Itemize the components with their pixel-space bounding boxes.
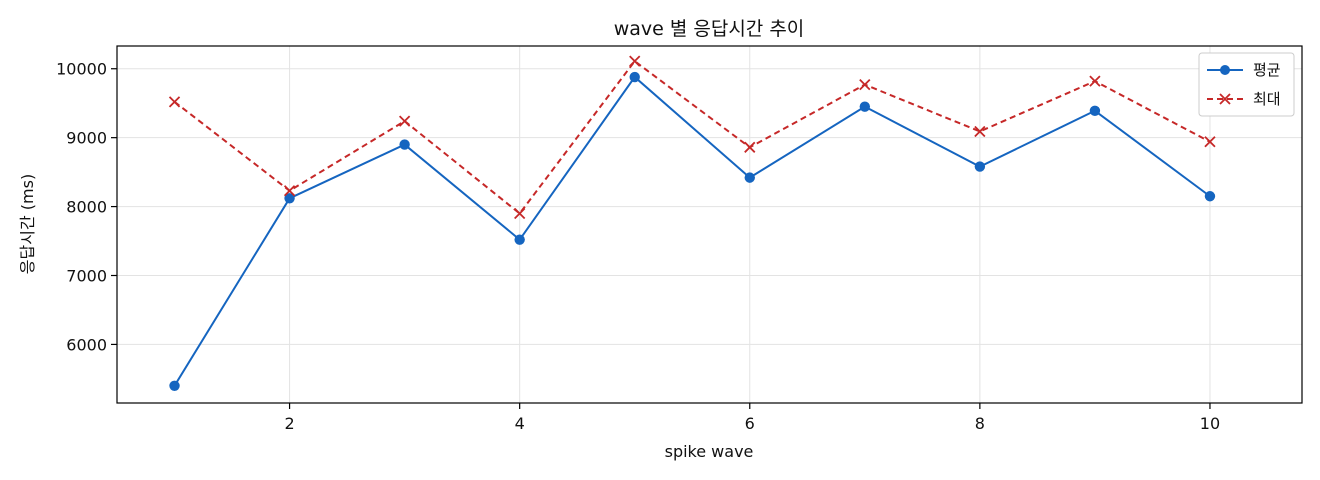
y-tick-label: 8000 xyxy=(66,198,107,217)
data-point-mean xyxy=(629,71,640,83)
data-point-mean xyxy=(1089,105,1101,116)
grid-layer xyxy=(117,46,1302,403)
data-point-max xyxy=(1204,136,1216,148)
y-tick-label: 6000 xyxy=(66,335,107,354)
ticks-layer: 2 4 6 8 10 6000 7000 8000 9000 10000 xyxy=(56,60,1220,433)
data-point-max xyxy=(859,78,871,91)
legend-label-max: 최대 xyxy=(1253,90,1281,108)
chart-title: wave 별 응답시간 추이 xyxy=(614,18,805,40)
data-point-mean xyxy=(859,101,871,112)
legend-label-mean: 평균 xyxy=(1253,61,1281,79)
x-tick-label: 2 xyxy=(284,414,294,433)
data-point-mean xyxy=(744,172,755,183)
data-point-max xyxy=(514,207,526,220)
data-point-max xyxy=(629,55,641,67)
data-point-mean xyxy=(974,161,986,172)
x-tick-label: 8 xyxy=(975,414,985,433)
legend: 평균 최대 xyxy=(1198,52,1295,117)
data-point-mean xyxy=(514,234,525,245)
y-tick-label: 10000 xyxy=(56,60,107,79)
data-point-max xyxy=(168,96,181,108)
data-point-max xyxy=(1089,75,1101,87)
data-point-mean xyxy=(169,380,180,391)
y-axis-label: 응답시간 (ms) xyxy=(18,174,37,274)
series-layer xyxy=(168,55,1216,391)
data-point-mean xyxy=(1204,191,1216,202)
series-line-max xyxy=(173,59,1211,215)
data-point-mean xyxy=(284,193,295,204)
plot-frame xyxy=(116,45,1303,404)
series-line-mean xyxy=(173,75,1211,387)
data-point-mean xyxy=(399,139,410,150)
y-tick-label: 9000 xyxy=(66,129,107,148)
data-point-max xyxy=(398,115,411,127)
data-point-max xyxy=(744,141,756,153)
data-point-max xyxy=(974,125,986,138)
x-tick-label: 6 xyxy=(745,414,755,433)
x-tick-label: 10 xyxy=(1200,414,1220,433)
legend-marker-max xyxy=(1219,93,1231,105)
data-point-max xyxy=(283,185,296,197)
legend-marker-mean xyxy=(1220,65,1230,75)
x-tick-label: 4 xyxy=(515,414,525,433)
y-tick-label: 7000 xyxy=(66,267,107,286)
x-axis-label: spike wave xyxy=(665,442,754,461)
